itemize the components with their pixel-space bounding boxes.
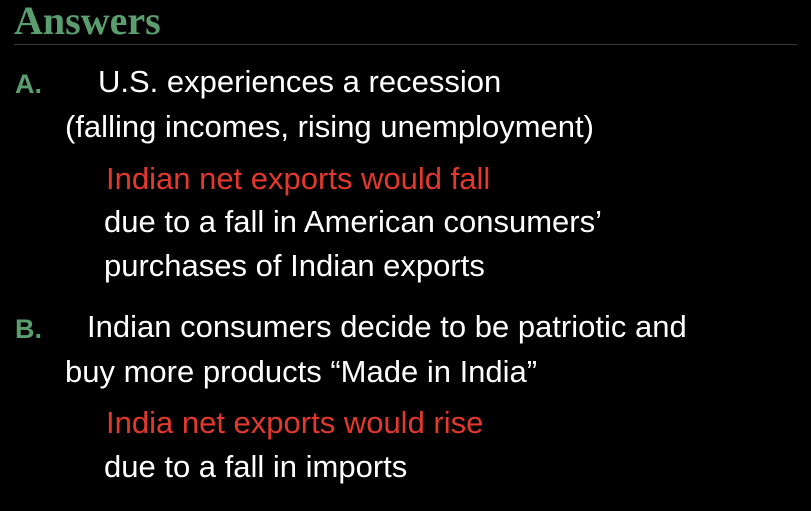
- question-b-line1: Indian consumers decide to be patriotic …: [87, 309, 687, 344]
- item-marker-a: A.: [15, 69, 42, 99]
- question-b-line2: buy more products “Made in India”: [65, 354, 538, 389]
- question-a-line1: U.S. experiences a recession: [98, 64, 502, 99]
- explanation-a-line2: purchases of Indian exports: [104, 248, 485, 283]
- explanation-b-line1: due to a fall in imports: [104, 449, 408, 484]
- slide-title: Answers: [14, 0, 161, 43]
- title-divider: [14, 44, 797, 45]
- explanation-a-line1: due to a fall in American consumers’: [104, 204, 602, 239]
- item-marker-b: B.: [15, 314, 42, 344]
- question-a-line2: (falling incomes, rising unemployment): [65, 109, 594, 144]
- answer-b-text: India net exports would rise: [106, 405, 484, 440]
- answer-a-text: Indian net exports would fall: [106, 161, 491, 196]
